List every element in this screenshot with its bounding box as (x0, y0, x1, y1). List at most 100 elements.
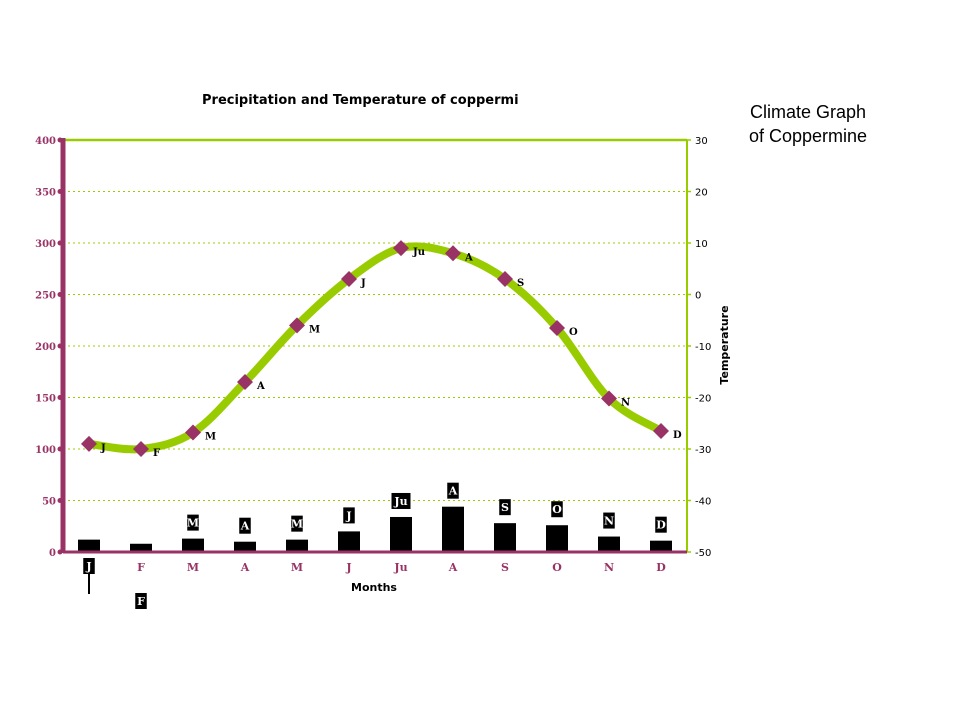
bar-label: M (187, 517, 199, 530)
temperature-point-label: D (673, 430, 682, 441)
x-tick-label: A (240, 561, 250, 574)
bar-label-box (499, 499, 511, 516)
y2-tick-label: -40 (695, 497, 711, 508)
temperature-point-label: J (100, 443, 106, 454)
slide-title-line2: of Coppermine (748, 126, 868, 146)
chart-title: Precipitation and Temperature of copperm… (202, 93, 519, 108)
bar-label-box (551, 501, 563, 518)
temperature-point-label: J (360, 278, 366, 289)
bar-label-box (391, 492, 411, 509)
y-tick-label: 250 (35, 291, 56, 302)
temperature-marker (341, 271, 357, 288)
x-tick-label: J (345, 561, 351, 574)
precip-bar (338, 531, 360, 552)
bar-label: N (604, 515, 614, 528)
precip-bar (598, 536, 620, 552)
y2-tick-label: 0 (695, 291, 701, 302)
precip-bar (234, 541, 256, 552)
temperature-point-label: N (621, 398, 630, 409)
bar-label: A (240, 520, 250, 533)
precip-bar (390, 516, 412, 552)
bar-label: M (291, 518, 303, 531)
y-tick-mark (57, 395, 63, 400)
temperature-point-label: F (153, 448, 160, 459)
y-tick-mark (57, 549, 63, 555)
x-tick-label: N (604, 561, 614, 574)
bar-label-box (655, 516, 667, 533)
bar-label-box (135, 593, 147, 609)
temperature-point-label: A (464, 252, 473, 263)
y-tick-label: 50 (42, 497, 56, 508)
bar-label-box (447, 482, 459, 499)
y2-tick-label: 30 (695, 136, 708, 147)
temperature-marker (601, 390, 617, 407)
y-tick-mark (57, 137, 63, 143)
bar-label-tick (88, 574, 90, 594)
y2-tick-label: -50 (695, 548, 711, 559)
temperature-marker (653, 422, 669, 439)
y-tick-label: 0 (49, 548, 56, 559)
precip-bar (494, 523, 516, 552)
x-tick-label: A (448, 561, 458, 574)
x-tick-label: M (187, 561, 199, 574)
temperature-point-label: M (205, 432, 216, 443)
temperature-point-label: S (517, 278, 524, 289)
precip-bar (650, 540, 672, 552)
precip-bar (442, 506, 464, 552)
y-tick-mark (57, 189, 63, 194)
y2-tick-label: 20 (695, 188, 708, 199)
temperature-point-label: O (569, 327, 578, 338)
temperature-point-label: Ju (412, 247, 425, 258)
precip-bar (78, 539, 100, 552)
temperature-marker (549, 319, 565, 336)
bar-label: A (448, 485, 458, 498)
y2-axis-label: Temperature (718, 305, 731, 384)
y-tick-label: 150 (35, 394, 56, 405)
y-tick-label: 100 (35, 445, 56, 456)
precip-bar (286, 539, 308, 552)
temperature-marker (497, 271, 513, 288)
x-tick-label: M (291, 561, 303, 574)
temperature-marker (289, 317, 305, 334)
temperature-marker (185, 424, 201, 441)
y-tick-label: 400 (35, 136, 56, 147)
slide-title-line1: Climate Graph (749, 102, 867, 122)
bar-label: Ju (393, 495, 407, 508)
y-tick-mark (57, 446, 63, 452)
y-tick-label: 300 (35, 239, 56, 250)
bar-label: O (552, 503, 562, 516)
y-tick-mark (57, 292, 63, 297)
x-tick-label: S (501, 561, 509, 574)
bar-label: J (85, 560, 91, 573)
precip-bar (546, 525, 568, 552)
y2-tick-label: -10 (695, 342, 711, 353)
bar-label-box (603, 512, 615, 529)
y2-tick-label: -20 (695, 394, 711, 405)
y-tick-label: 350 (35, 188, 56, 199)
slide-title: Climate Graph of Coppermine (728, 100, 888, 148)
x-tick-label: Ju (393, 561, 407, 574)
bar-label-box (291, 515, 303, 532)
temperature-line (85, 242, 665, 454)
bar-label: F (137, 595, 145, 608)
x-tick-label: O (552, 561, 562, 574)
temperature-marker (81, 435, 97, 452)
temperature-point-label: M (309, 324, 320, 335)
bar-label: S (501, 501, 509, 514)
x-tick-label: F (137, 561, 145, 574)
bar-label-box (187, 514, 199, 531)
bar-label: J (345, 509, 351, 522)
precip-bar (182, 538, 204, 552)
temperature-point-label: A (256, 381, 265, 392)
y-tick-mark (57, 498, 63, 503)
x-axis-label: Months (351, 581, 397, 594)
temperature-marker (393, 240, 409, 257)
temperature-marker (133, 441, 149, 457)
y2-tick-label: -30 (695, 445, 711, 456)
temperature-marker (237, 374, 253, 391)
bar-label-box (343, 507, 355, 524)
y-tick-mark (57, 240, 63, 246)
bar-label-box (83, 558, 95, 574)
precip-bar (130, 543, 152, 552)
